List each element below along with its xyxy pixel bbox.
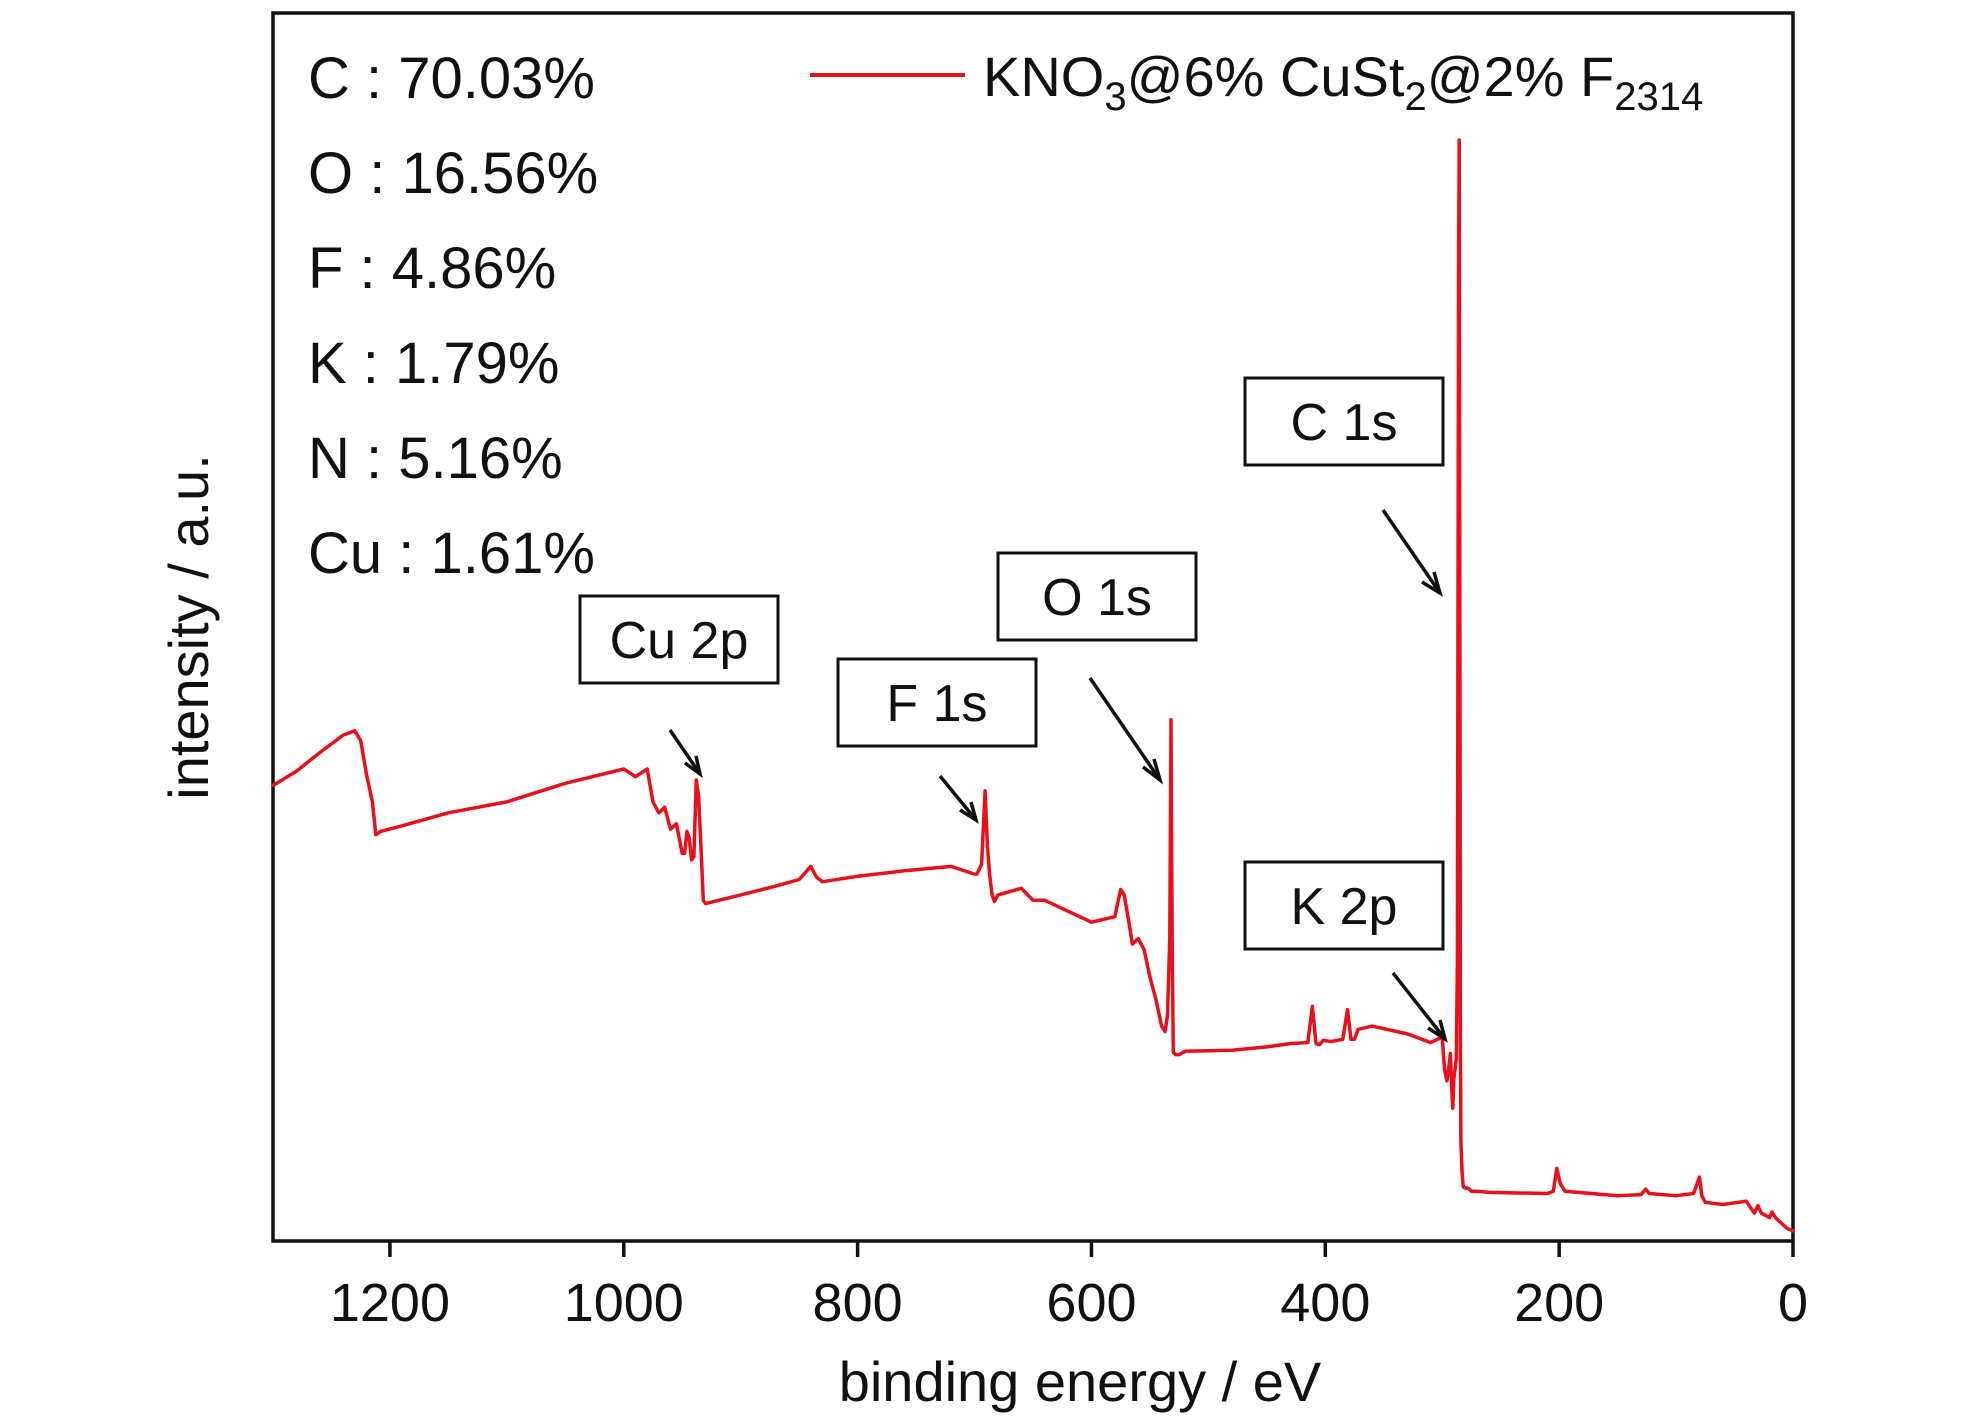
annotation-o1s-box — [996, 551, 1198, 642]
series-line-kno3-custt2-f2314 — [271, 138, 1795, 1233]
legend-label: KNO3@6% CuSt2@2% F2314 — [983, 45, 1703, 119]
composition-list: C : 70.03% O : 16.56% F : 4.86% K : 1.79… — [308, 46, 598, 586]
annotation-c1s-box — [1243, 376, 1445, 467]
annotation-cu2p-label: Cu 2p — [610, 612, 749, 670]
annotation-c1s-label: C 1s — [1291, 394, 1398, 452]
composition-f: F : 4.86% — [308, 236, 556, 301]
legend: KNO3@6% CuSt2@2% F2314 — [810, 45, 1703, 119]
arrow-f1s — [938, 774, 978, 822]
composition-k: K : 1.79% — [308, 331, 559, 396]
composition-c: C : 70.03% — [308, 46, 595, 111]
annotation-o1s-label: O 1s — [1042, 569, 1152, 627]
composition-n: N : 5.16% — [308, 426, 563, 491]
arrow-c1s — [1381, 509, 1442, 594]
legend-part-kno: KNO — [983, 45, 1104, 108]
annotation-k2p-label: K 2p — [1291, 878, 1398, 936]
arrow-c1s-head — [1421, 571, 1443, 597]
annotation-k2p: K 2p — [1243, 860, 1445, 951]
x-tick-label-400: 400 — [1280, 1273, 1370, 1333]
annotation-f1s: F 1s — [836, 657, 1038, 748]
annotation-cu2p: Cu 2p — [578, 594, 780, 685]
y-axis-title: intensity / a.u. — [157, 454, 220, 800]
composition-cu: Cu : 1.61% — [308, 521, 595, 586]
arrow-o1s — [1088, 677, 1162, 781]
annotation-arrows — [668, 509, 1448, 1043]
x-tick-label-200: 200 — [1514, 1273, 1604, 1333]
x-tick-label-0: 0 — [1778, 1273, 1808, 1333]
arrow-cu2p — [668, 729, 702, 775]
annotation-k2p-box — [1243, 860, 1445, 951]
legend-sub-2: 2 — [1404, 75, 1426, 119]
annotation-cu2p-box — [578, 594, 780, 685]
x-axis-ticks: 1200 1000 800 600 400 200 0 — [330, 1241, 1808, 1333]
arrow-k2p — [1391, 971, 1447, 1041]
legend-part-f: @2% F — [1427, 45, 1615, 108]
arrow-cu2p-head — [683, 755, 703, 779]
x-tick-label-600: 600 — [1046, 1273, 1136, 1333]
x-tick-label-1000: 1000 — [564, 1273, 684, 1333]
legend-part-custt: @6% CuSt — [1127, 45, 1405, 108]
composition-o: O : 16.56% — [308, 141, 598, 206]
legend-sub-3: 3 — [1104, 75, 1126, 119]
arrow-o1s-head — [1141, 758, 1164, 785]
x-tick-label-1200: 1200 — [330, 1273, 450, 1333]
annotation-o1s: O 1s — [996, 551, 1198, 642]
x-tick-label-800: 800 — [813, 1273, 903, 1333]
annotation-f1s-label: F 1s — [886, 675, 987, 733]
legend-sub-2314: 2314 — [1614, 75, 1703, 119]
annotation-f1s-box — [836, 657, 1038, 748]
arrow-k2p-head — [1427, 1019, 1448, 1043]
x-axis-title: binding energy / eV — [839, 1350, 1322, 1413]
plot-frame — [271, 11, 1795, 1243]
arrow-f1s-head — [959, 801, 979, 824]
annotation-c1s: C 1s — [1243, 376, 1445, 467]
